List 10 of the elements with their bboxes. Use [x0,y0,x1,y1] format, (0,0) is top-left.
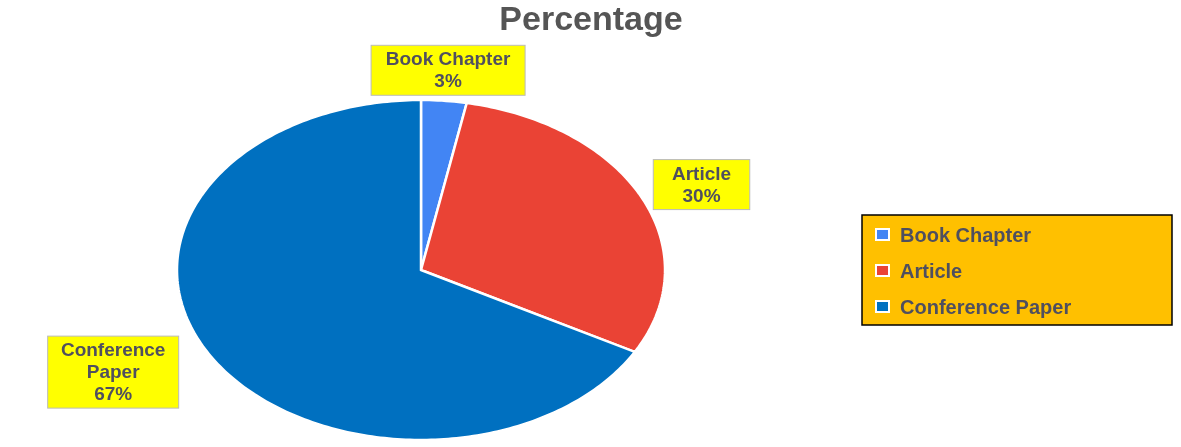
legend-label: Book Chapter [900,224,1032,246]
slice-label: Article [671,162,732,184]
slice-label: Conference Paper [60,339,166,383]
data-label: 67% [94,383,133,405]
data-label: 3% [434,70,462,92]
data-label: 30% [682,184,721,206]
legend-label: Conference Paper [900,296,1072,318]
slice-label: Book Chapter [385,48,511,70]
legend-label: Article [900,260,963,282]
chart-title: Percentage [499,0,683,37]
